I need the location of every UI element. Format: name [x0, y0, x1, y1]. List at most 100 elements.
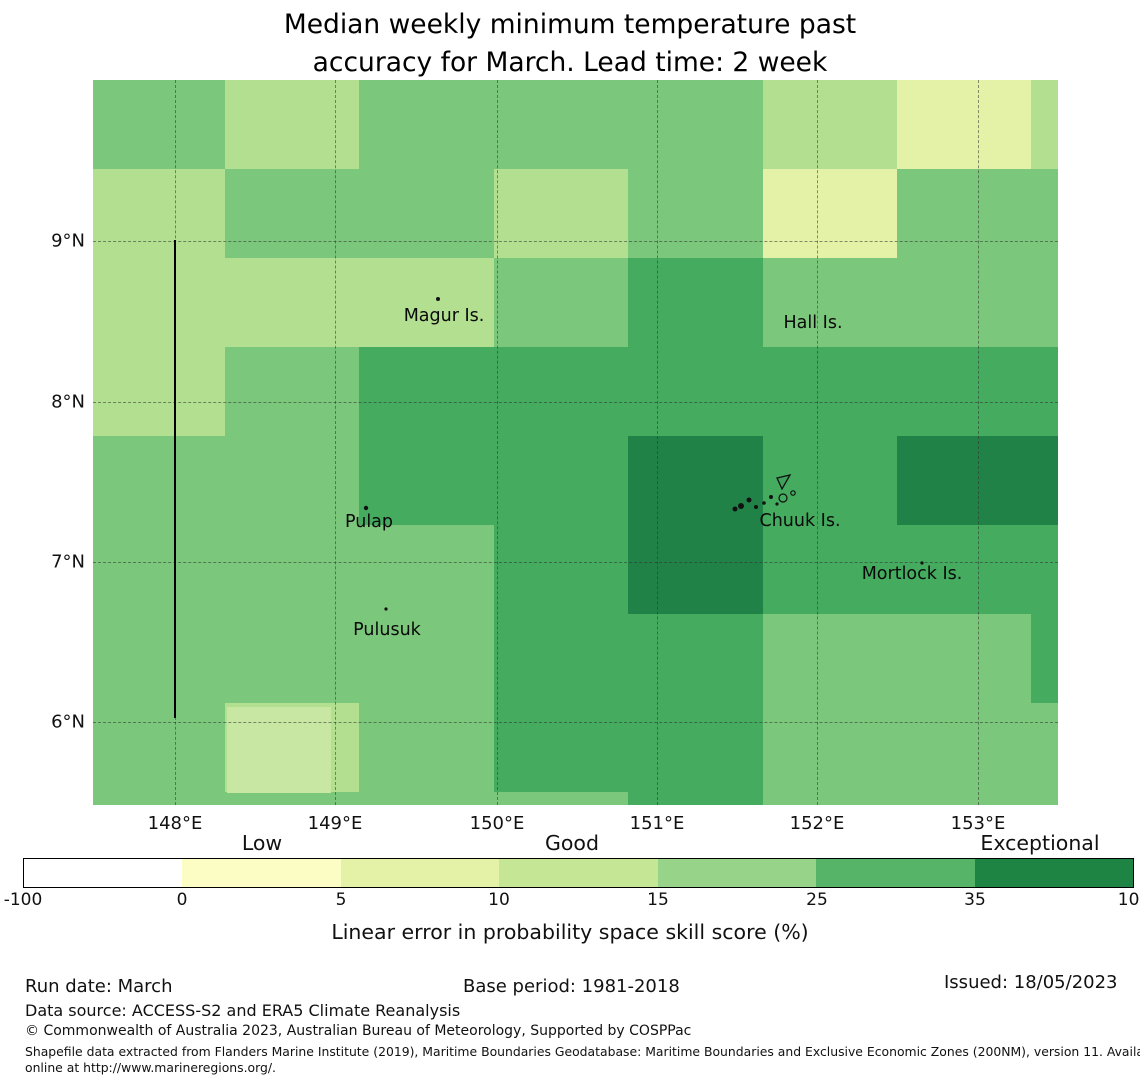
colorbar-tick-label: 100 — [1117, 890, 1140, 910]
map-cell-r1c7 — [1031, 169, 1058, 258]
colorbar-tick-label: -100 — [3, 890, 43, 910]
map-cell-r5c4 — [628, 525, 763, 614]
maritime-boundary-line — [174, 240, 176, 718]
map-cell-r7c7 — [1031, 703, 1058, 792]
longitude-tick-label: 148°E — [147, 813, 203, 834]
map-cell-overlay-0 — [227, 707, 331, 793]
map-cell-r2c0 — [93, 258, 225, 347]
island-dot — [775, 502, 779, 506]
longitude-tick-label: 149°E — [307, 813, 363, 834]
colorbar-tick-label: 35 — [964, 890, 986, 910]
latitude-tick-label: 6°N — [51, 711, 85, 733]
island-dot — [920, 561, 924, 565]
island-dot — [436, 297, 440, 301]
map-cell-r5c7 — [1031, 525, 1058, 614]
longitude-tick-label: 151°E — [629, 813, 685, 834]
colorbar-tick-label: 0 — [176, 890, 188, 910]
map-cell-r4c7 — [1031, 436, 1058, 525]
map-cell-r5c2 — [359, 525, 494, 614]
island-label-hall-is-: Hall Is. — [783, 313, 843, 333]
parallel-gridline-1 — [93, 402, 1058, 403]
map-cell-r3c1 — [225, 347, 359, 436]
colorbar-segment-6 — [974, 859, 1133, 887]
map-cell-r1c3 — [494, 169, 628, 258]
figure-title: Median weekly minimum temperature past a… — [0, 6, 1140, 82]
map-cell-r1c6 — [897, 169, 1031, 258]
latitude-tick-label: 9°N — [51, 230, 85, 252]
map-cell-r2c1 — [225, 258, 359, 347]
copyright-label: © Commonwealth of Australia 2023, Austra… — [25, 1023, 692, 1039]
island-dot — [762, 501, 766, 505]
colorbar-tick-label: 15 — [647, 890, 669, 910]
map-cell-r0c2 — [359, 80, 494, 169]
colorbar-axis-label: Linear error in probability space skill … — [331, 920, 809, 944]
map-cell-r7c5 — [763, 703, 897, 792]
map-cell-r4c5 — [763, 436, 897, 525]
island-dot — [732, 506, 738, 512]
island-label-mortlock-is-: Mortlock Is. — [861, 564, 963, 584]
meridian-gridline-4 — [817, 80, 818, 805]
map-cell-r1c1 — [225, 169, 359, 258]
island-ring — [790, 490, 796, 496]
map-cell-r0c7 — [1031, 80, 1058, 169]
island-dot — [769, 495, 773, 499]
meridian-gridline-1 — [335, 80, 336, 805]
colorbar-segment-0 — [24, 859, 183, 887]
colorbar-category-low: Low — [241, 831, 283, 855]
map-cell-r2c4 — [628, 258, 763, 347]
map-cell-r3c3 — [494, 347, 628, 436]
map-cell-r2c3 — [494, 258, 628, 347]
map-cell-r1c0 — [93, 169, 225, 258]
map-cell-r3c0 — [93, 347, 225, 436]
map-cell-r5c0 — [93, 525, 225, 614]
map-cell-r8c6 — [897, 792, 1031, 805]
meridian-gridline-2 — [497, 80, 498, 805]
island-ring — [778, 493, 788, 503]
map-cell-r6c2 — [359, 614, 494, 703]
data-source-label: Data source: ACCESS-S2 and ERA5 Climate … — [25, 1001, 461, 1020]
island-dot — [754, 505, 758, 509]
map-cell-r3c5 — [763, 347, 897, 436]
map-cell-r6c0 — [93, 614, 225, 703]
map-cell-r8c7 — [1031, 792, 1058, 805]
map-cell-r7c2 — [359, 703, 494, 792]
map-cell-r0c0 — [93, 80, 225, 169]
map-cell-r7c3 — [494, 703, 628, 792]
meridian-gridline-5 — [978, 80, 979, 805]
island-label-pulap: Pulap — [344, 512, 394, 532]
colorbar-category-good: Good — [545, 831, 599, 855]
map-cell-r0c5 — [763, 80, 897, 169]
map-cell-r4c1 — [225, 436, 359, 525]
colorbar-segment-5 — [816, 859, 975, 887]
figure-title-line2: accuracy for March. Lead time: 2 week — [312, 47, 828, 78]
shapefile-note-2-label: online at http://www.marineregions.org/. — [25, 1060, 276, 1075]
map-cell-r1c5 — [763, 169, 897, 258]
map-cell-r8c5 — [763, 792, 897, 805]
map-cell-r6c7 — [1031, 614, 1058, 703]
colorbar-tick-label: 25 — [806, 890, 828, 910]
map-cell-r5c1 — [225, 525, 359, 614]
issued-date-label: Issued: 18/05/2023 — [944, 972, 1118, 993]
longitude-tick-label: 152°E — [789, 813, 845, 834]
island-dot — [746, 497, 752, 503]
island-dot — [738, 503, 744, 509]
longitude-tick-label: 153°E — [950, 813, 1006, 834]
map-cell-r2c7 — [1031, 258, 1058, 347]
meridian-gridline-3 — [657, 80, 658, 805]
map-cell-r8c0 — [93, 792, 225, 805]
shapefile-note-1-label: Shapefile data extracted from Flanders M… — [25, 1044, 1140, 1059]
parallel-gridline-2 — [93, 562, 1058, 563]
island-label-magur-is-: Magur Is. — [403, 306, 485, 326]
colorbar-segment-4 — [657, 859, 817, 887]
map-cell-r3c6 — [897, 347, 1031, 436]
map-cell-r0c6 — [897, 80, 1031, 169]
island-outline — [776, 474, 792, 491]
map-cell-r7c0 — [93, 703, 225, 792]
island-outlines-svg — [363, 297, 924, 611]
run-date-label: Run date: March — [25, 976, 173, 997]
island-label-chuuk-is-: Chuuk Is. — [759, 511, 841, 531]
map-cell-r1c4 — [628, 169, 763, 258]
base-period-label: Base period: 1981-2018 — [463, 976, 680, 997]
longitude-tick-label: 150°E — [469, 813, 525, 834]
map-cell-r8c1 — [225, 792, 359, 805]
